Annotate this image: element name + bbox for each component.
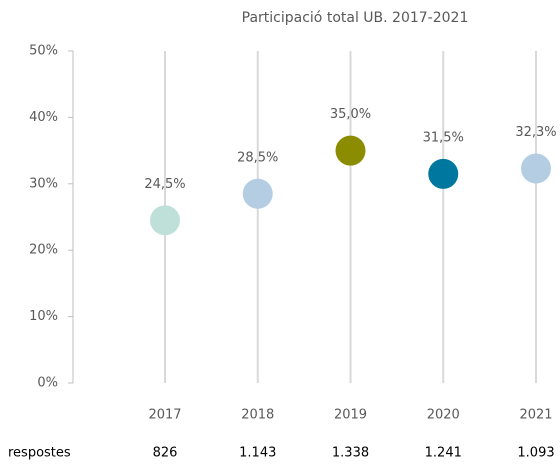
y-tick-label: 40% xyxy=(29,110,58,125)
x-tick-label: 2017 xyxy=(148,408,181,423)
value-label: 28,5% xyxy=(237,150,278,165)
dot xyxy=(521,153,551,184)
y-tick-label: 30% xyxy=(29,176,58,191)
x-tick-label: 2021 xyxy=(519,408,552,423)
y-tick-label: 50% xyxy=(29,44,58,59)
y-tick-label: 0% xyxy=(37,376,58,391)
row-value: 1.143 xyxy=(239,446,276,461)
x-tick-label: 2020 xyxy=(427,408,460,423)
value-label: 32,3% xyxy=(515,125,556,140)
row-value: 1.338 xyxy=(332,446,369,461)
chart-title: Participació total UB. 2017-2021 xyxy=(242,10,469,26)
row-label: respostes xyxy=(8,446,71,461)
value-label: 24,5% xyxy=(144,177,185,192)
row-value: 1.093 xyxy=(517,446,554,461)
row-value: 1.241 xyxy=(425,446,462,461)
value-label: 35,0% xyxy=(330,107,371,122)
dot xyxy=(242,178,273,209)
row-value: 826 xyxy=(153,446,178,461)
dot xyxy=(428,158,459,189)
x-tick-label: 2018 xyxy=(241,408,274,423)
dot xyxy=(150,205,180,236)
x-tick-label: 2019 xyxy=(334,408,367,423)
value-label: 31,5% xyxy=(423,130,464,145)
y-tick-label: 20% xyxy=(29,243,58,258)
y-tick-label: 10% xyxy=(29,309,58,324)
dot xyxy=(335,135,366,166)
